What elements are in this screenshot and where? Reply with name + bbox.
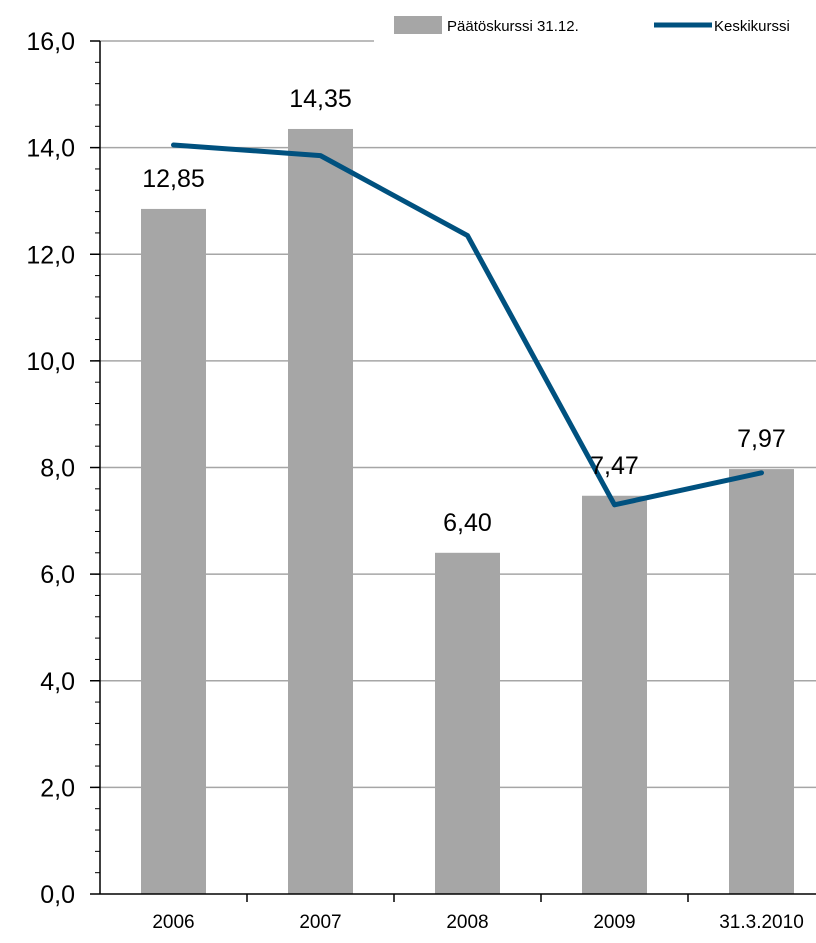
line-path [171, 142, 764, 508]
legend-background [374, 12, 816, 42]
bar [288, 128, 353, 894]
y-tick-label: 6,0 [40, 561, 75, 589]
x-tick-label: 2007 [299, 912, 341, 933]
y-tick-label: 0,0 [40, 881, 75, 909]
bar [729, 469, 794, 894]
y-tick-label: 14,0 [26, 135, 75, 163]
x-tick-label: 2006 [152, 912, 194, 933]
y-tick-label: 4,0 [40, 668, 75, 696]
bar [582, 495, 647, 894]
bar-data-label: 12,85 [142, 165, 205, 193]
line-series [171, 142, 764, 508]
y-tick-label: 12,0 [26, 241, 75, 269]
bar-data-label: 6,40 [443, 509, 492, 537]
data-labels: 12,85 14,35 6,40 7,47 7,97 [142, 85, 786, 537]
bar-data-label: 7,47 [590, 452, 639, 480]
y-tick-label: 8,0 [40, 455, 75, 483]
bar [435, 552, 500, 894]
axes: 0,0 2,0 4,0 6,0 8,0 10,0 12,0 14,0 16,0 2006 2007 2… [26, 28, 816, 933]
bar-data-label: 14,35 [289, 85, 352, 113]
y-tick-label: 2,0 [40, 774, 75, 802]
x-tick-label: 2008 [446, 912, 488, 933]
y-tick-label: 16,0 [26, 28, 75, 56]
legend: Päätöskurssi 31.12. Keskikurssi [374, 12, 816, 42]
x-tick-label: 31.3.2010 [719, 912, 804, 933]
bar-series [141, 128, 794, 894]
bar-data-label: 7,97 [737, 425, 786, 453]
y-tick-label: 10,0 [26, 348, 75, 376]
bar [141, 208, 206, 894]
legend-bar-label: Päätöskurssi 31.12. [447, 18, 579, 35]
legend-line-label: Keskikurssi [714, 18, 790, 35]
x-tick-label: 2009 [593, 912, 635, 933]
legend-bar-swatch [394, 16, 442, 34]
